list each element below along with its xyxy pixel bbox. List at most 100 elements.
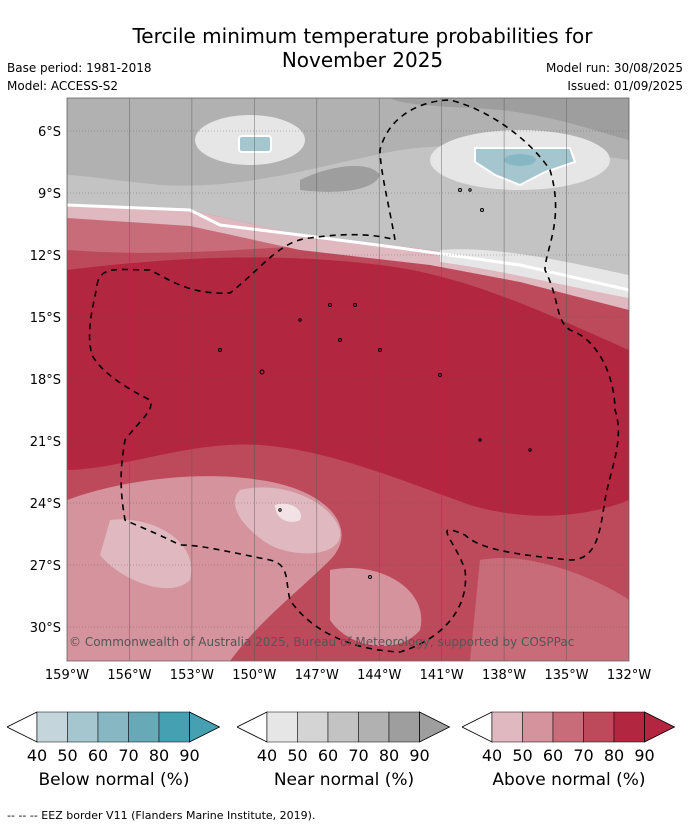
above-low-spot bbox=[275, 503, 301, 522]
island bbox=[338, 338, 342, 342]
near-normal-70 bbox=[67, 98, 629, 186]
below-normal-core bbox=[504, 154, 536, 166]
longitude-label: 138°W bbox=[482, 668, 526, 683]
colorbar-tick-label: 90 bbox=[179, 746, 200, 765]
map-frame bbox=[66, 97, 630, 662]
latitude-label: 9°S bbox=[38, 187, 61, 202]
colorbar-extend-high bbox=[189, 711, 221, 743]
below-normal-caption: Below normal (%) bbox=[38, 770, 190, 790]
colorbar-tick-label: 80 bbox=[378, 746, 400, 765]
colorbar-tick-label: 40 bbox=[26, 746, 48, 765]
island bbox=[528, 448, 532, 452]
legend-below-normal: 40 50 60 70 80 90 Below normal (%) bbox=[6, 708, 221, 790]
colorbar-tick-label: 90 bbox=[634, 746, 655, 765]
longitude-label: 147°W bbox=[295, 668, 339, 683]
colorbar-segment bbox=[97, 711, 129, 743]
colorbar-segment bbox=[388, 711, 420, 743]
longitude-label: 150°W bbox=[232, 668, 276, 683]
colorbar-segment bbox=[522, 711, 554, 743]
eez-footnote: -- -- -- EEZ border V11 (Flanders Marine… bbox=[7, 809, 316, 822]
below-normal-colorbar bbox=[6, 711, 221, 743]
copyright-text: © Commonwealth of Australia 2025, Bureau… bbox=[69, 635, 574, 649]
island bbox=[278, 508, 282, 512]
near-normal-90 bbox=[390, 98, 629, 140]
below-normal-patch-1 bbox=[238, 135, 272, 153]
colorbar-segment bbox=[552, 711, 584, 743]
eez-border bbox=[88, 99, 620, 653]
colorbar-tick-label: 60 bbox=[542, 746, 564, 765]
map-field bbox=[67, 98, 629, 661]
model-name: Model: ACCESS-S2 bbox=[7, 79, 119, 93]
colorbar-segment bbox=[266, 711, 298, 743]
island bbox=[468, 188, 472, 192]
latitude-label: 18°S bbox=[30, 373, 61, 388]
colorbar-tick-label: 70 bbox=[348, 746, 369, 765]
colorbar-tick-label: 60 bbox=[317, 746, 339, 765]
colorbar-tick-label: 70 bbox=[573, 746, 594, 765]
longitude-labels: 159°W 156°W 153°W 150°W 147°W 144°W 141°W 138°W… bbox=[45, 668, 651, 683]
latitude-label: 12°S bbox=[30, 249, 61, 264]
base-period: Base period: 1981-2018 bbox=[7, 61, 152, 75]
legend-above-normal: 40 50 60 70 80 90 Above normal (%) bbox=[461, 708, 676, 790]
island bbox=[218, 348, 222, 352]
colorbar-segment bbox=[67, 711, 99, 743]
model-run: Model run: 30/08/2025 bbox=[545, 61, 683, 75]
islands bbox=[218, 188, 532, 579]
colorbar-tick-label: 40 bbox=[256, 746, 278, 765]
latitude-label: 6°S bbox=[38, 125, 61, 140]
issued-date: Issued: 01/09/2025 bbox=[567, 79, 683, 93]
gridlines bbox=[67, 98, 629, 661]
meta-right: Model run: 30/08/2025 Issued: 01/09/2025 bbox=[546, 59, 683, 95]
island bbox=[478, 438, 482, 442]
colorbar-segment bbox=[158, 711, 190, 743]
colorbar-tick-label: 90 bbox=[409, 746, 430, 765]
longitude-label: 144°W bbox=[357, 668, 401, 683]
colorbar-segment bbox=[491, 711, 523, 743]
above-40-southwest bbox=[100, 519, 192, 589]
title-line-2: November 2025 bbox=[281, 48, 444, 72]
above-90-core bbox=[67, 257, 629, 516]
probability-map: © Commonwealth of Australia 2025, Bureau… bbox=[30, 97, 651, 683]
colorbar-tick-label: 50 bbox=[512, 746, 533, 765]
colorbar-tick-label: 80 bbox=[603, 746, 625, 765]
longitude-label: 156°W bbox=[107, 668, 151, 683]
below-normal-patch-2 bbox=[474, 147, 577, 187]
longitude-label: 135°W bbox=[544, 668, 588, 683]
island bbox=[368, 575, 372, 579]
island bbox=[298, 318, 302, 322]
colorbar-extend-low bbox=[461, 711, 493, 743]
colorbar-segment bbox=[358, 711, 390, 743]
transition-band bbox=[67, 200, 629, 310]
island bbox=[328, 303, 332, 307]
above-50-southcentre bbox=[330, 568, 422, 647]
latitude-label: 30°S bbox=[30, 621, 61, 636]
latitude-labels: 6°S 9°S 12°S 15°S 18°S 21°S 24°S 27°S 30°S bbox=[30, 125, 61, 636]
colorbar-segment bbox=[297, 711, 329, 743]
colorbar-extend-low bbox=[6, 711, 38, 743]
colorbar-tick-label: 60 bbox=[87, 746, 109, 765]
near-normal-caption: Near normal (%) bbox=[273, 770, 415, 790]
meta-left: Base period: 1981-2018 Model: ACCESS-S2 bbox=[7, 59, 152, 95]
colorbar-segment bbox=[583, 711, 615, 743]
above-normal-caption: Above normal (%) bbox=[492, 770, 646, 790]
longitude-label: 153°W bbox=[170, 668, 214, 683]
tercile-boundary bbox=[67, 203, 629, 292]
latitude-label: 27°S bbox=[30, 559, 61, 574]
longitude-label: 159°W bbox=[45, 668, 89, 683]
near-normal-patch bbox=[300, 165, 380, 192]
title-line-1: Tercile minimum temperature probabilitie… bbox=[132, 24, 593, 48]
colorbar-tick-label: 50 bbox=[57, 746, 78, 765]
above-normal-colorbar bbox=[461, 711, 676, 743]
colorbar-extend-high bbox=[644, 711, 676, 743]
longitude-label: 141°W bbox=[420, 668, 464, 683]
latitude-label: 15°S bbox=[30, 311, 61, 326]
longitude-label: 132°W bbox=[607, 668, 651, 683]
latitude-label: 21°S bbox=[30, 435, 61, 450]
legend-near-normal: 40 50 60 70 80 90 Near normal (%) bbox=[236, 708, 451, 790]
island bbox=[353, 303, 357, 307]
above-60-southeast bbox=[470, 558, 629, 661]
island bbox=[480, 208, 484, 212]
colorbar-segment bbox=[327, 711, 359, 743]
island bbox=[438, 373, 442, 377]
colorbar-tick-label: 40 bbox=[481, 746, 503, 765]
